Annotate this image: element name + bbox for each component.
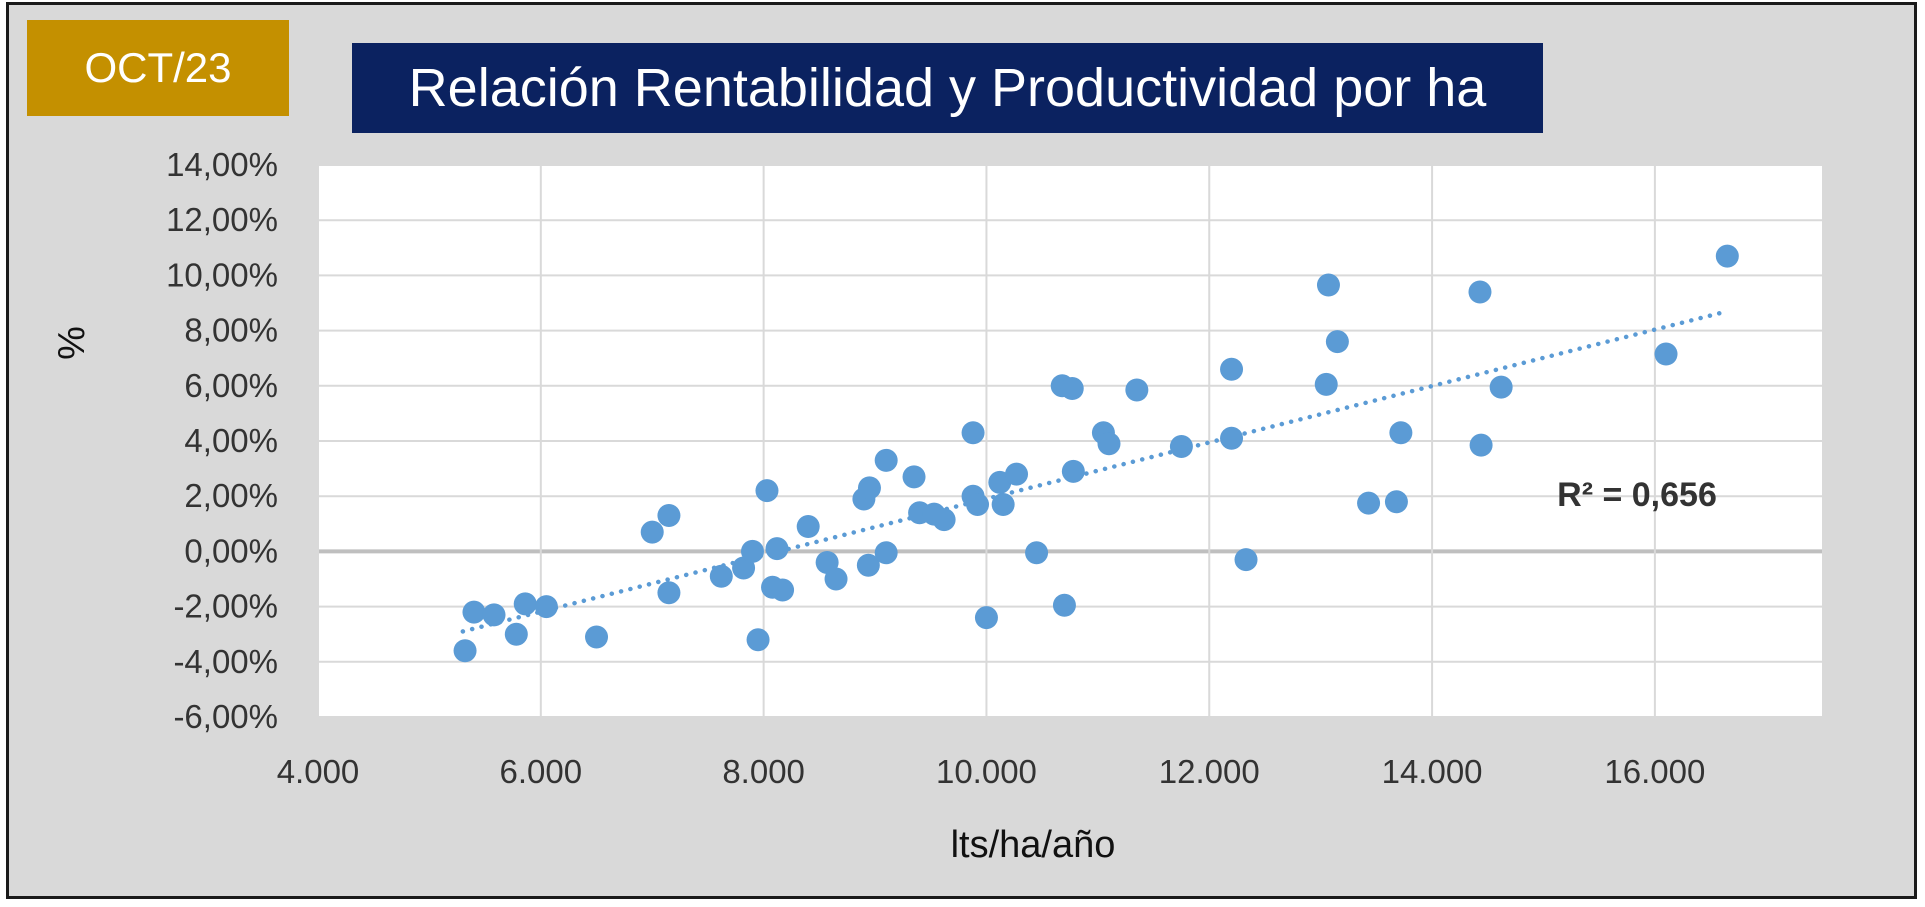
trendline (460, 309, 1730, 634)
data-point (1005, 462, 1029, 486)
data-point (1061, 459, 1085, 483)
x-tick-label: 4.000 (277, 753, 360, 790)
data-point (902, 465, 926, 489)
data-point (657, 504, 681, 528)
data-point (1234, 548, 1258, 572)
data-point (640, 520, 664, 544)
y-tick-label: -6,00% (173, 698, 278, 735)
y-tick-label: -4,00% (173, 643, 278, 680)
data-point (1060, 377, 1084, 401)
data-point (1654, 342, 1678, 366)
data-point (755, 479, 779, 503)
x-tick-label: 16.000 (1604, 753, 1705, 790)
data-point (1389, 421, 1413, 445)
y-tick-label: 14,00% (166, 146, 278, 183)
data-point (961, 421, 985, 445)
data-point (657, 581, 681, 605)
data-point (504, 622, 528, 646)
data-point (709, 564, 733, 588)
data-point (1325, 330, 1349, 354)
data-point (824, 567, 848, 591)
data-point (765, 537, 789, 561)
trendline-group (460, 309, 1730, 634)
x-axis-title: lts/ha/año (951, 824, 1116, 866)
data-point (974, 606, 998, 630)
date-badge: OCT/23 (27, 20, 289, 116)
data-point (991, 492, 1015, 516)
data-point (796, 515, 820, 539)
data-point (1314, 372, 1338, 396)
data-point (874, 448, 898, 472)
x-tick-label: 6.000 (500, 753, 583, 790)
data-point (1220, 357, 1244, 381)
data-point (857, 476, 881, 500)
data-point (1316, 273, 1340, 297)
data-points (453, 244, 1739, 663)
x-axis-ticks: 4.000 6.000 8.000 10.000 12.000 14.000 16.000 (277, 753, 1706, 790)
chart-title: Relación Rentabilidad y Productividad po… (352, 43, 1543, 133)
data-point (1052, 593, 1076, 617)
data-point (740, 539, 764, 563)
data-point (513, 592, 537, 616)
data-point (1469, 433, 1493, 457)
data-point (462, 600, 486, 624)
data-point (1220, 426, 1244, 450)
data-point (453, 639, 477, 663)
data-point (932, 508, 956, 532)
data-point (585, 625, 609, 649)
data-point (966, 492, 990, 516)
x-tick-label: 12.000 (1159, 753, 1260, 790)
x-tick-label: 14.000 (1382, 753, 1483, 790)
data-point (1468, 280, 1492, 304)
data-point (1125, 378, 1149, 402)
y-axis-ticks: -6,00% -4,00% -2,00% 0,00% 2,00% 4,00% 6,00% 8,… (166, 146, 278, 735)
data-point (1169, 435, 1193, 459)
y-tick-label: 8,00% (184, 312, 278, 349)
data-point (1384, 490, 1408, 514)
x-tick-label: 10.000 (936, 753, 1037, 790)
data-point (856, 553, 880, 577)
y-axis-title: % (51, 326, 93, 360)
x-tick-label: 8.000 (722, 753, 805, 790)
data-point (482, 603, 506, 627)
data-point (1357, 491, 1381, 515)
data-point (1025, 541, 1049, 565)
data-point (771, 578, 795, 602)
r-squared-label: R² = 0,656 (1557, 476, 1717, 514)
data-point (1489, 375, 1513, 399)
y-tick-label: 6,00% (184, 367, 278, 404)
data-point (746, 628, 770, 652)
data-point (1097, 432, 1121, 456)
y-tick-label: 4,00% (184, 422, 278, 459)
data-point (534, 595, 558, 619)
y-tick-label: 2,00% (184, 477, 278, 514)
data-point (874, 541, 898, 565)
y-tick-label: 10,00% (166, 256, 278, 293)
y-tick-label: 0,00% (184, 532, 278, 569)
y-tick-label: 12,00% (166, 201, 278, 238)
data-point (1715, 244, 1739, 268)
y-tick-label: -2,00% (173, 588, 278, 625)
